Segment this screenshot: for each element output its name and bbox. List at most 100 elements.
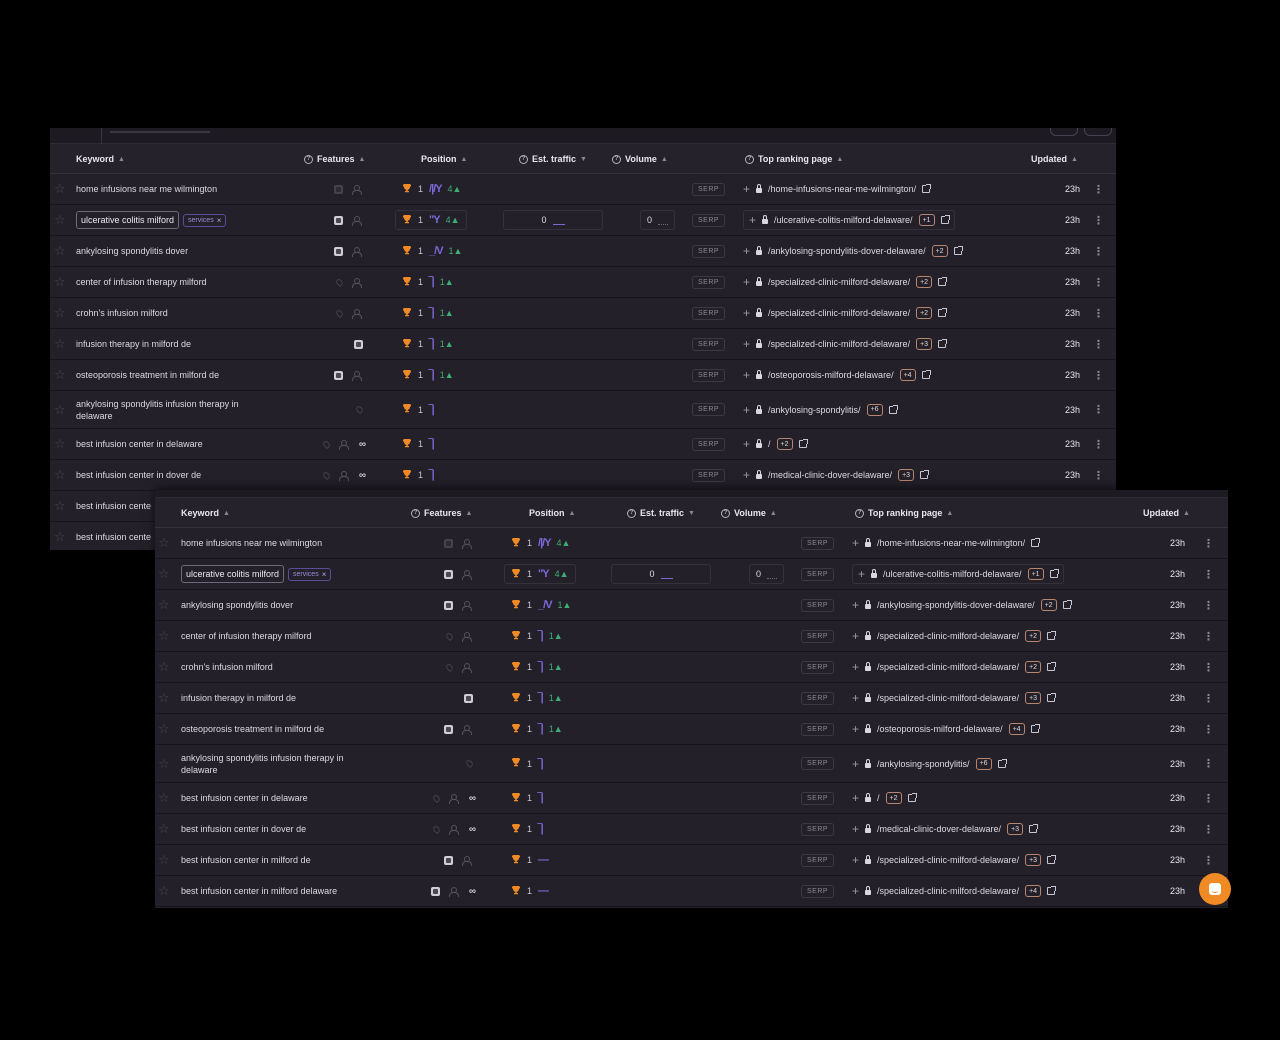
row-menu-icon[interactable]: ⋮ [1093,338,1104,351]
page-url-link[interactable]: /osteoporosis-milford-delaware/ [877,724,1003,734]
volume-value[interactable]: 0 [640,210,675,230]
chat-support-button[interactable] [1199,873,1231,905]
plus-icon[interactable]: + [743,402,751,417]
sort-icon[interactable]: ▲ [836,155,844,163]
toolbar-button[interactable] [1050,128,1078,136]
star-icon[interactable]: ☆ [54,181,66,196]
serp-button[interactable]: SERP [801,791,835,805]
keyword-text[interactable]: home infusions near me wilmington [76,184,218,194]
external-link-icon[interactable] [921,370,931,379]
keyword-text[interactable]: ankylosing spondylitis dover [181,600,294,610]
more-pages-badge[interactable]: +2 [776,438,793,450]
more-pages-badge[interactable]: +3 [1007,823,1024,835]
keyword-text[interactable]: ankylosing spondylitis dover [76,246,189,256]
table-row[interactable]: ☆ osteoporosis treatment in milford de 1 ‾|… [50,360,1116,391]
page-url-link[interactable]: /medical-clinic-dover-delaware/ [877,824,1002,834]
page-url-link[interactable]: /specialized-clinic-milford-delaware/ [877,662,1020,672]
table-row[interactable]: ☆ ankylosing spondylitis infusion therapy… [155,745,1228,783]
star-icon[interactable]: ☆ [54,305,66,320]
column-header-top-ranking-page[interactable]: ? Top ranking page ▲ [855,498,953,528]
column-header-position[interactable]: Position ▲ [529,498,575,528]
star-icon[interactable]: ☆ [158,721,170,736]
serp-button[interactable]: SERP [692,306,726,320]
keyword-text[interactable]: best infusion cente [76,501,152,511]
sort-icon[interactable]: ▲ [118,155,125,163]
more-pages-badge[interactable]: +3 [898,469,915,481]
more-pages-badge[interactable]: +4 [899,369,916,381]
sort-icon[interactable]: ▲ [465,509,473,517]
keyword-text[interactable]: ulcerative colitis milford [76,211,180,229]
table-row[interactable]: ☆ best infusion center in delaware ∞ 1 ‾| SER… [50,429,1116,460]
external-link-icon[interactable] [997,758,1007,768]
more-pages-badge[interactable]: +2 [1025,630,1042,642]
table-row[interactable]: ☆ crohn's infusion milford 1 ‾| 1▲ SERP + /spec… [50,298,1116,329]
page-url-link[interactable]: / [877,793,880,803]
more-pages-badge[interactable]: +2 [931,245,948,257]
page-url-link[interactable]: /home-infusions-near-me-wilmington/ [768,184,917,194]
star-icon[interactable]: ☆ [158,852,170,867]
page-url-link[interactable]: /specialized-clinic-milford-delaware/ [877,886,1020,896]
help-icon[interactable]: ? [855,508,864,518]
table-row[interactable]: ☆ infusion therapy in milford de 1 ‾| 1▲ SERP… [155,683,1228,714]
star-icon[interactable]: ☆ [158,690,170,705]
est-traffic-cell[interactable]: 0 [503,205,603,235]
keyword-text[interactable]: infusion therapy in milford de [76,339,192,349]
sort-icon[interactable]: ▼ [688,509,695,517]
sort-icon[interactable]: ▲ [358,155,366,163]
row-menu-icon[interactable]: ⋮ [1203,599,1214,612]
page-url-link[interactable]: /specialized-clinic-milford-delaware/ [768,308,911,318]
help-icon[interactable]: ? [519,154,528,164]
sort-icon[interactable]: ▼ [580,155,587,163]
more-pages-badge[interactable]: +6 [975,757,992,770]
table-row[interactable]: ☆ best infusion center in milford delawar… [155,876,1228,907]
row-menu-icon[interactable]: ⋮ [1093,469,1104,482]
serp-button[interactable]: SERP [801,722,835,736]
keyword-text[interactable]: best infusion center in dover de [181,824,307,834]
star-icon[interactable]: ☆ [54,498,66,513]
plus-icon[interactable]: + [852,660,860,674]
row-menu-icon[interactable]: ⋮ [1203,568,1214,581]
est-traffic-value[interactable]: 0 [503,210,603,230]
row-menu-icon[interactable]: ⋮ [1203,823,1214,836]
help-icon[interactable]: ? [745,154,754,164]
more-pages-badge[interactable]: +3 [916,338,933,350]
serp-button[interactable]: SERP [801,757,835,770]
keyword-text[interactable]: crohn's infusion milford [76,308,168,318]
external-link-icon[interactable] [1047,855,1057,864]
est-traffic-cell[interactable]: 0 [611,559,711,589]
keyword-text[interactable]: home infusions near me wilmington [181,538,323,548]
page-url-link[interactable]: /specialized-clinic-milford-delaware/ [877,631,1020,641]
help-icon[interactable]: ? [721,508,730,518]
sort-icon[interactable]: ▲ [660,155,668,163]
page-url-link[interactable]: /home-infusions-near-me-wilmington/ [877,538,1026,548]
sort-icon[interactable]: ▲ [1071,155,1078,163]
table-row[interactable]: ☆ infusion therapy in milford de 1 ‾| 1▲ SERP… [50,329,1116,360]
page-url-link[interactable]: /ulcerative-colitis-milford-delaware/ [883,569,1022,579]
table-row[interactable]: ☆ center of infusion therapy milford 1 ‾| 1▲… [155,621,1228,652]
external-link-icon[interactable] [798,439,808,448]
serp-button[interactable]: SERP [801,691,835,705]
column-header-volume[interactable]: ? Volume ▲ [612,144,668,174]
row-menu-icon[interactable]: ⋮ [1203,630,1214,643]
position-value[interactable]: 1 "Y 4▲ [504,564,576,584]
row-menu-icon[interactable]: ⋮ [1203,758,1214,770]
page-url-link[interactable]: /specialized-clinic-milford-delaware/ [768,339,911,349]
serp-button[interactable]: SERP [692,437,726,451]
help-icon[interactable]: ? [411,508,420,518]
star-icon[interactable]: ☆ [158,883,170,898]
serp-button[interactable]: SERP [801,822,835,836]
column-header-position[interactable]: Position ▲ [421,144,467,174]
external-link-icon[interactable] [938,277,948,286]
external-link-icon[interactable] [938,339,948,348]
column-header-keyword[interactable]: Keyword ▲ [181,498,230,528]
page-url-link[interactable]: /osteoporosis-milford-delaware/ [768,370,894,380]
sort-icon[interactable]: ▲ [769,509,777,517]
keyword-text[interactable]: best infusion center in milford de [181,855,311,865]
external-link-icon[interactable] [953,246,963,255]
plus-icon[interactable]: + [743,437,751,451]
page-url-link[interactable]: /specialized-clinic-milford-delaware/ [877,855,1020,865]
plus-icon[interactable]: + [852,536,860,550]
table-row[interactable]: ☆ ankylosing spondylitis infusion therapy… [50,391,1116,429]
help-icon[interactable]: ? [304,154,313,164]
star-icon[interactable]: ☆ [54,467,66,482]
